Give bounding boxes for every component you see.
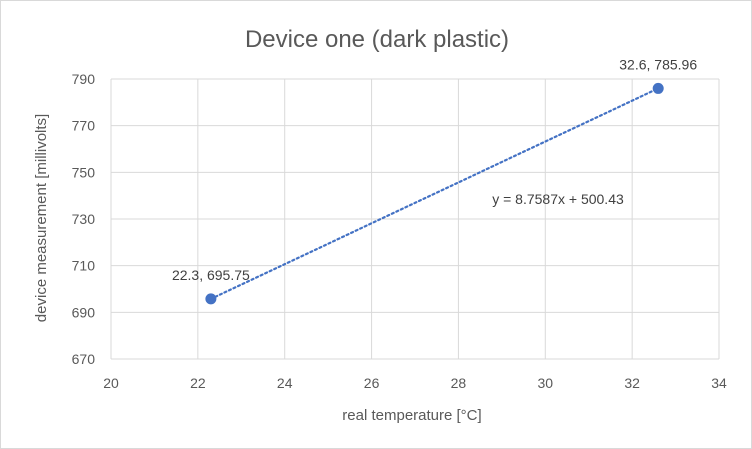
x-tick-label: 32 bbox=[624, 375, 640, 391]
y-tick-label: 670 bbox=[72, 351, 96, 367]
x-tick-label: 34 bbox=[711, 375, 727, 391]
x-tick-label: 26 bbox=[364, 375, 380, 391]
chart-title: Device one (dark plastic) bbox=[245, 26, 509, 53]
trendline-equation: y = 8.7587x + 500.43 bbox=[492, 191, 624, 207]
y-tick-label: 750 bbox=[72, 164, 96, 180]
data-labels: 22.3, 695.75 32.6, 785.96 bbox=[172, 56, 697, 282]
y-tick-label: 770 bbox=[72, 118, 96, 134]
trendline-group bbox=[209, 87, 660, 301]
data-point bbox=[205, 293, 217, 305]
data-points bbox=[205, 82, 664, 305]
x-tick-label: 20 bbox=[103, 375, 119, 391]
x-tick-label: 22 bbox=[190, 375, 206, 391]
y-tick-label: 730 bbox=[72, 211, 96, 227]
data-label: 32.6, 785.96 bbox=[619, 56, 697, 72]
data-point bbox=[652, 82, 664, 94]
x-tick-label: 24 bbox=[277, 375, 293, 391]
trendline bbox=[209, 87, 660, 301]
y-axis-label: device measurement [millivolts] bbox=[33, 114, 50, 322]
x-tick-label: 30 bbox=[537, 375, 553, 391]
tick-labels: 20 22 24 26 28 30 32 34 670 690 710 730 750 770 790 bbox=[72, 71, 727, 391]
y-tick-label: 690 bbox=[72, 304, 96, 320]
x-axis-label: real temperature [°C] bbox=[342, 407, 481, 424]
y-tick-label: 710 bbox=[72, 258, 96, 274]
gridlines bbox=[110, 78, 720, 360]
y-tick-label: 790 bbox=[72, 71, 96, 87]
data-label: 22.3, 695.75 bbox=[172, 267, 250, 283]
x-tick-label: 28 bbox=[451, 375, 467, 391]
